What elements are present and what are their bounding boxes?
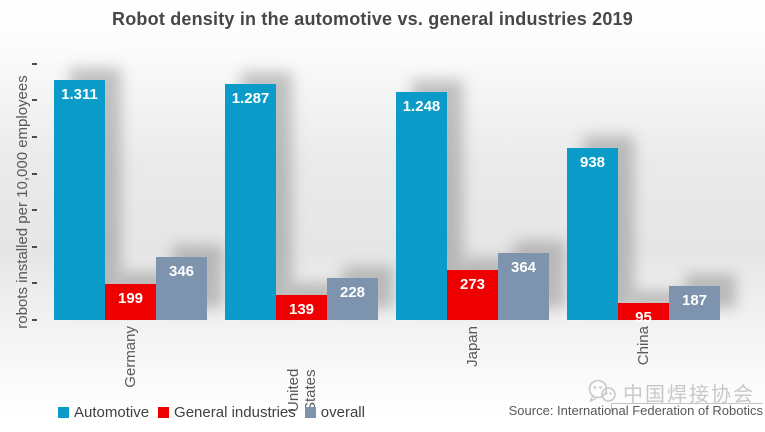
legend: Automotive General industries overall (58, 404, 374, 421)
legend-item-general-industries: General industries (158, 404, 296, 421)
legend-swatch-overall (304, 407, 316, 418)
legend-item-automotive: Automotive (58, 404, 149, 421)
legend-label-general-industries: General industries (174, 404, 296, 421)
bar-value-label: 1.248 (402, 98, 441, 115)
y-axis-tick (32, 246, 37, 248)
bar: 938 (567, 148, 618, 320)
y-axis-tick (32, 282, 37, 284)
y-axis-tick (32, 99, 37, 101)
bar-value-label: 1.287 (231, 90, 270, 107)
watermark-underline (611, 403, 763, 412)
legend-label-overall: overall (320, 404, 365, 421)
y-axis-tick (32, 209, 37, 211)
source-text: Source: International Federation of Robo… (508, 403, 763, 418)
chart-title: Robot density in the automotive vs. gene… (112, 9, 633, 29)
y-axis-tick (32, 319, 37, 321)
legend-label-automotive: Automotive (74, 404, 150, 421)
bar-value-label: 139 (288, 301, 315, 318)
bar-value-label: 228 (339, 284, 366, 301)
bar: 364 (498, 253, 549, 320)
bar: 346 (156, 257, 207, 320)
x-axis-label: Japan (464, 326, 481, 367)
bar: 199 (105, 284, 156, 320)
bar-value-label: 938 (579, 154, 606, 171)
bar: 95 (618, 303, 669, 326)
bar-value-label: 187 (681, 292, 708, 309)
bar: 1.287 (225, 84, 276, 320)
bar: 228 (327, 278, 378, 320)
bar: 273 (447, 270, 498, 320)
bar-value-label: 1.311 (61, 86, 98, 103)
bar-value-label: 199 (117, 290, 144, 307)
y-axis-tick (32, 136, 37, 138)
chat-bubbles-icon (588, 379, 616, 403)
bar: 139 (276, 295, 327, 320)
legend-swatch-automotive (58, 407, 69, 418)
y-axis-tick (32, 63, 37, 65)
y-axis-tick (32, 173, 37, 175)
bar-value-label: 364 (510, 259, 537, 276)
bar: 1.311 (54, 80, 105, 320)
watermark-text: 中国焊接协会 (623, 383, 755, 406)
bar: 187 (669, 286, 720, 320)
legend-item-overall: overall (304, 404, 365, 421)
bar-value-label: 95 (635, 309, 652, 326)
legend-swatch-general-industries (158, 407, 170, 418)
bar-value-label: 346 (168, 263, 195, 280)
bar: 1.248 (396, 92, 447, 320)
watermark: 中国焊接协会 (586, 377, 755, 407)
bar-value-label: 273 (459, 276, 486, 293)
